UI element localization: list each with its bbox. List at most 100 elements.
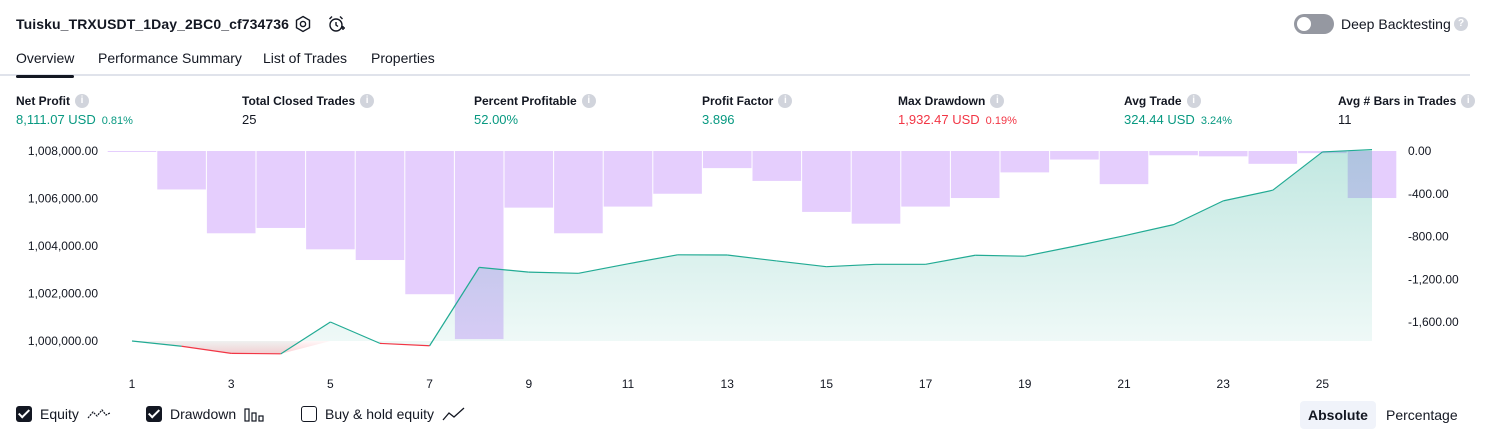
- equity-line-segment: [826, 263, 877, 268]
- metric-percent: 0.81%: [101, 115, 133, 127]
- drawdown-bar: [702, 151, 752, 169]
- drawdown-bar: [851, 151, 901, 224]
- metric-value: 324.44 USD: [1124, 112, 1195, 127]
- drawdown-bar: [1050, 151, 1099, 160]
- info-icon[interactable]: i: [360, 94, 375, 108]
- drawdown-bar: [405, 151, 454, 295]
- left-axis-tick-label: 1,008,000.00: [28, 144, 98, 158]
- equity-line-segment: [776, 260, 827, 268]
- tab-overview[interactable]: Overview: [16, 50, 75, 78]
- metric-value: 8,111.07 USD: [16, 112, 96, 127]
- legend-equity[interactable]: Equity: [16, 403, 111, 425]
- equity-line-segment: [429, 267, 480, 347]
- equity-drawdown-chart[interactable]: 1,008,000.00 1,006,000.00 1,004,000.00 1,00…: [0, 140, 1486, 395]
- info-icon[interactable]: i: [1461, 94, 1476, 108]
- equity-line-segment: [330, 321, 381, 344]
- metric-percent-profitable: Percent Profitable i 52.00%: [474, 94, 596, 127]
- equity-line-segment: [1223, 189, 1273, 202]
- settings-icon[interactable]: [293, 14, 313, 34]
- equity-line-segment: [131, 340, 182, 347]
- metric-profit-factor: Profit Factor i 3.896: [702, 94, 793, 127]
- metric-value: 11: [1338, 112, 1352, 127]
- drawdown-bar: [653, 151, 702, 194]
- info-icon[interactable]: i: [990, 94, 1005, 108]
- report-tabs: Overview Performance Summary List of Tra…: [0, 44, 1470, 78]
- drawdown-bar: [554, 151, 603, 234]
- left-axis-tick-label: 1,002,000.00: [28, 287, 98, 301]
- equity-line-segment: [479, 266, 529, 273]
- equity-checkbox[interactable]: [16, 406, 32, 422]
- right-axis-tick-label: 0.00: [1408, 144, 1432, 158]
- metric-percent: 0.19%: [985, 115, 1017, 127]
- metric-value: 25: [242, 112, 257, 127]
- drawdown-bars-icon: [244, 408, 264, 422]
- info-icon[interactable]: i: [778, 94, 793, 108]
- metric-total-closed-trades: Total Closed Trades i 25: [242, 94, 375, 127]
- equity-line-segment: [727, 254, 777, 262]
- strategy-title: Tuisku_TRXUSDT_1Day_2BC0_cf734736: [16, 16, 290, 32]
- drawdown-bar: [752, 151, 802, 181]
- equity-line-segment: [1074, 235, 1125, 247]
- right-axis-tick-label: -1,600.00: [1408, 315, 1459, 329]
- drawdown-bar: [107, 151, 157, 152]
- equity-line-segment: [379, 342, 430, 347]
- drawdown-bar: [306, 151, 355, 250]
- drawdown-bar: [1248, 151, 1298, 164]
- x-axis-tick-label: 23: [1217, 377, 1231, 391]
- legend-buy-hold[interactable]: Buy & hold equity: [301, 403, 466, 425]
- metric-max-drawdown: Max Drawdown i 1,932.47 USD 0.19%: [898, 94, 1017, 127]
- tab-properties[interactable]: Properties: [371, 50, 435, 66]
- drawdown-bar: [802, 151, 851, 212]
- legend-drawdown[interactable]: Drawdown: [146, 403, 266, 425]
- percentage-toggle[interactable]: Percentage: [1386, 407, 1458, 423]
- metric-label: Net Profit: [16, 94, 70, 108]
- metric-net-profit: Net Profit i 8,111.07 USD 0.81%: [16, 94, 133, 127]
- metric-label: Total Closed Trades: [242, 94, 356, 108]
- drawdown-bar: [256, 151, 306, 228]
- add-alert-icon[interactable]: [326, 14, 346, 34]
- drawdown-bar: [1099, 151, 1149, 185]
- help-icon[interactable]: ?: [1454, 17, 1468, 31]
- equity-negative-area: [132, 341, 331, 354]
- absolute-toggle[interactable]: Absolute: [1300, 401, 1376, 429]
- info-icon[interactable]: i: [75, 94, 89, 108]
- deep-backtesting-toggle[interactable]: [1294, 14, 1334, 34]
- drawdown-bar: [901, 151, 950, 207]
- x-axis-tick-label: 9: [525, 377, 532, 391]
- info-icon[interactable]: i: [581, 94, 596, 108]
- tab-performance-summary[interactable]: Performance Summary: [98, 50, 242, 66]
- metric-percent: 3.24%: [1200, 115, 1233, 127]
- drawdown-bar: [1198, 151, 1248, 157]
- equity-line-segment: [1173, 200, 1224, 226]
- metric-label: Max Drawdown: [898, 94, 986, 108]
- right-axis-tick-label: -1,200.00: [1408, 272, 1459, 286]
- equity-line-segment: [1024, 245, 1075, 257]
- drawdown-bar: [504, 151, 554, 208]
- x-axis-tick-label: 25: [1316, 377, 1330, 391]
- buy-hold-checkbox[interactable]: [301, 406, 317, 422]
- equity-area: [132, 149, 1372, 354]
- equity-line-segment: [181, 345, 232, 354]
- drawdown-bar: [206, 151, 256, 234]
- drawdown-bar: [603, 151, 653, 207]
- drawdown-bar: [355, 151, 405, 261]
- x-axis-tick-label: 3: [228, 377, 235, 391]
- metric-label: Avg # Bars in Trades: [1338, 94, 1457, 108]
- drawdown-checkbox[interactable]: [146, 406, 162, 422]
- right-axis-tick-label: -400.00: [1408, 187, 1449, 201]
- tab-list-of-trades[interactable]: List of Trades: [263, 50, 348, 66]
- deep-backtesting-label: Deep Backtesting: [1341, 16, 1451, 32]
- metric-avg-bars-in-trades: Avg # Bars in Trades i 11: [1338, 94, 1476, 127]
- drawdown-bar: [1000, 151, 1050, 173]
- equity-line-segment: [1272, 151, 1323, 191]
- x-axis-tick-label: 21: [1117, 377, 1131, 391]
- buy-hold-line-icon: [442, 407, 465, 421]
- metric-label: Profit Factor: [702, 94, 774, 108]
- metric-avg-trade: Avg Trade i 324.44 USD 3.24%: [1124, 94, 1232, 127]
- info-icon[interactable]: i: [1186, 94, 1201, 108]
- equity-line-segment: [925, 254, 976, 265]
- x-axis-tick-label: 5: [327, 377, 334, 391]
- metric-label: Avg Trade: [1124, 94, 1182, 108]
- toggle-knob: [1297, 17, 1311, 31]
- x-axis-tick-label: 19: [1018, 377, 1032, 391]
